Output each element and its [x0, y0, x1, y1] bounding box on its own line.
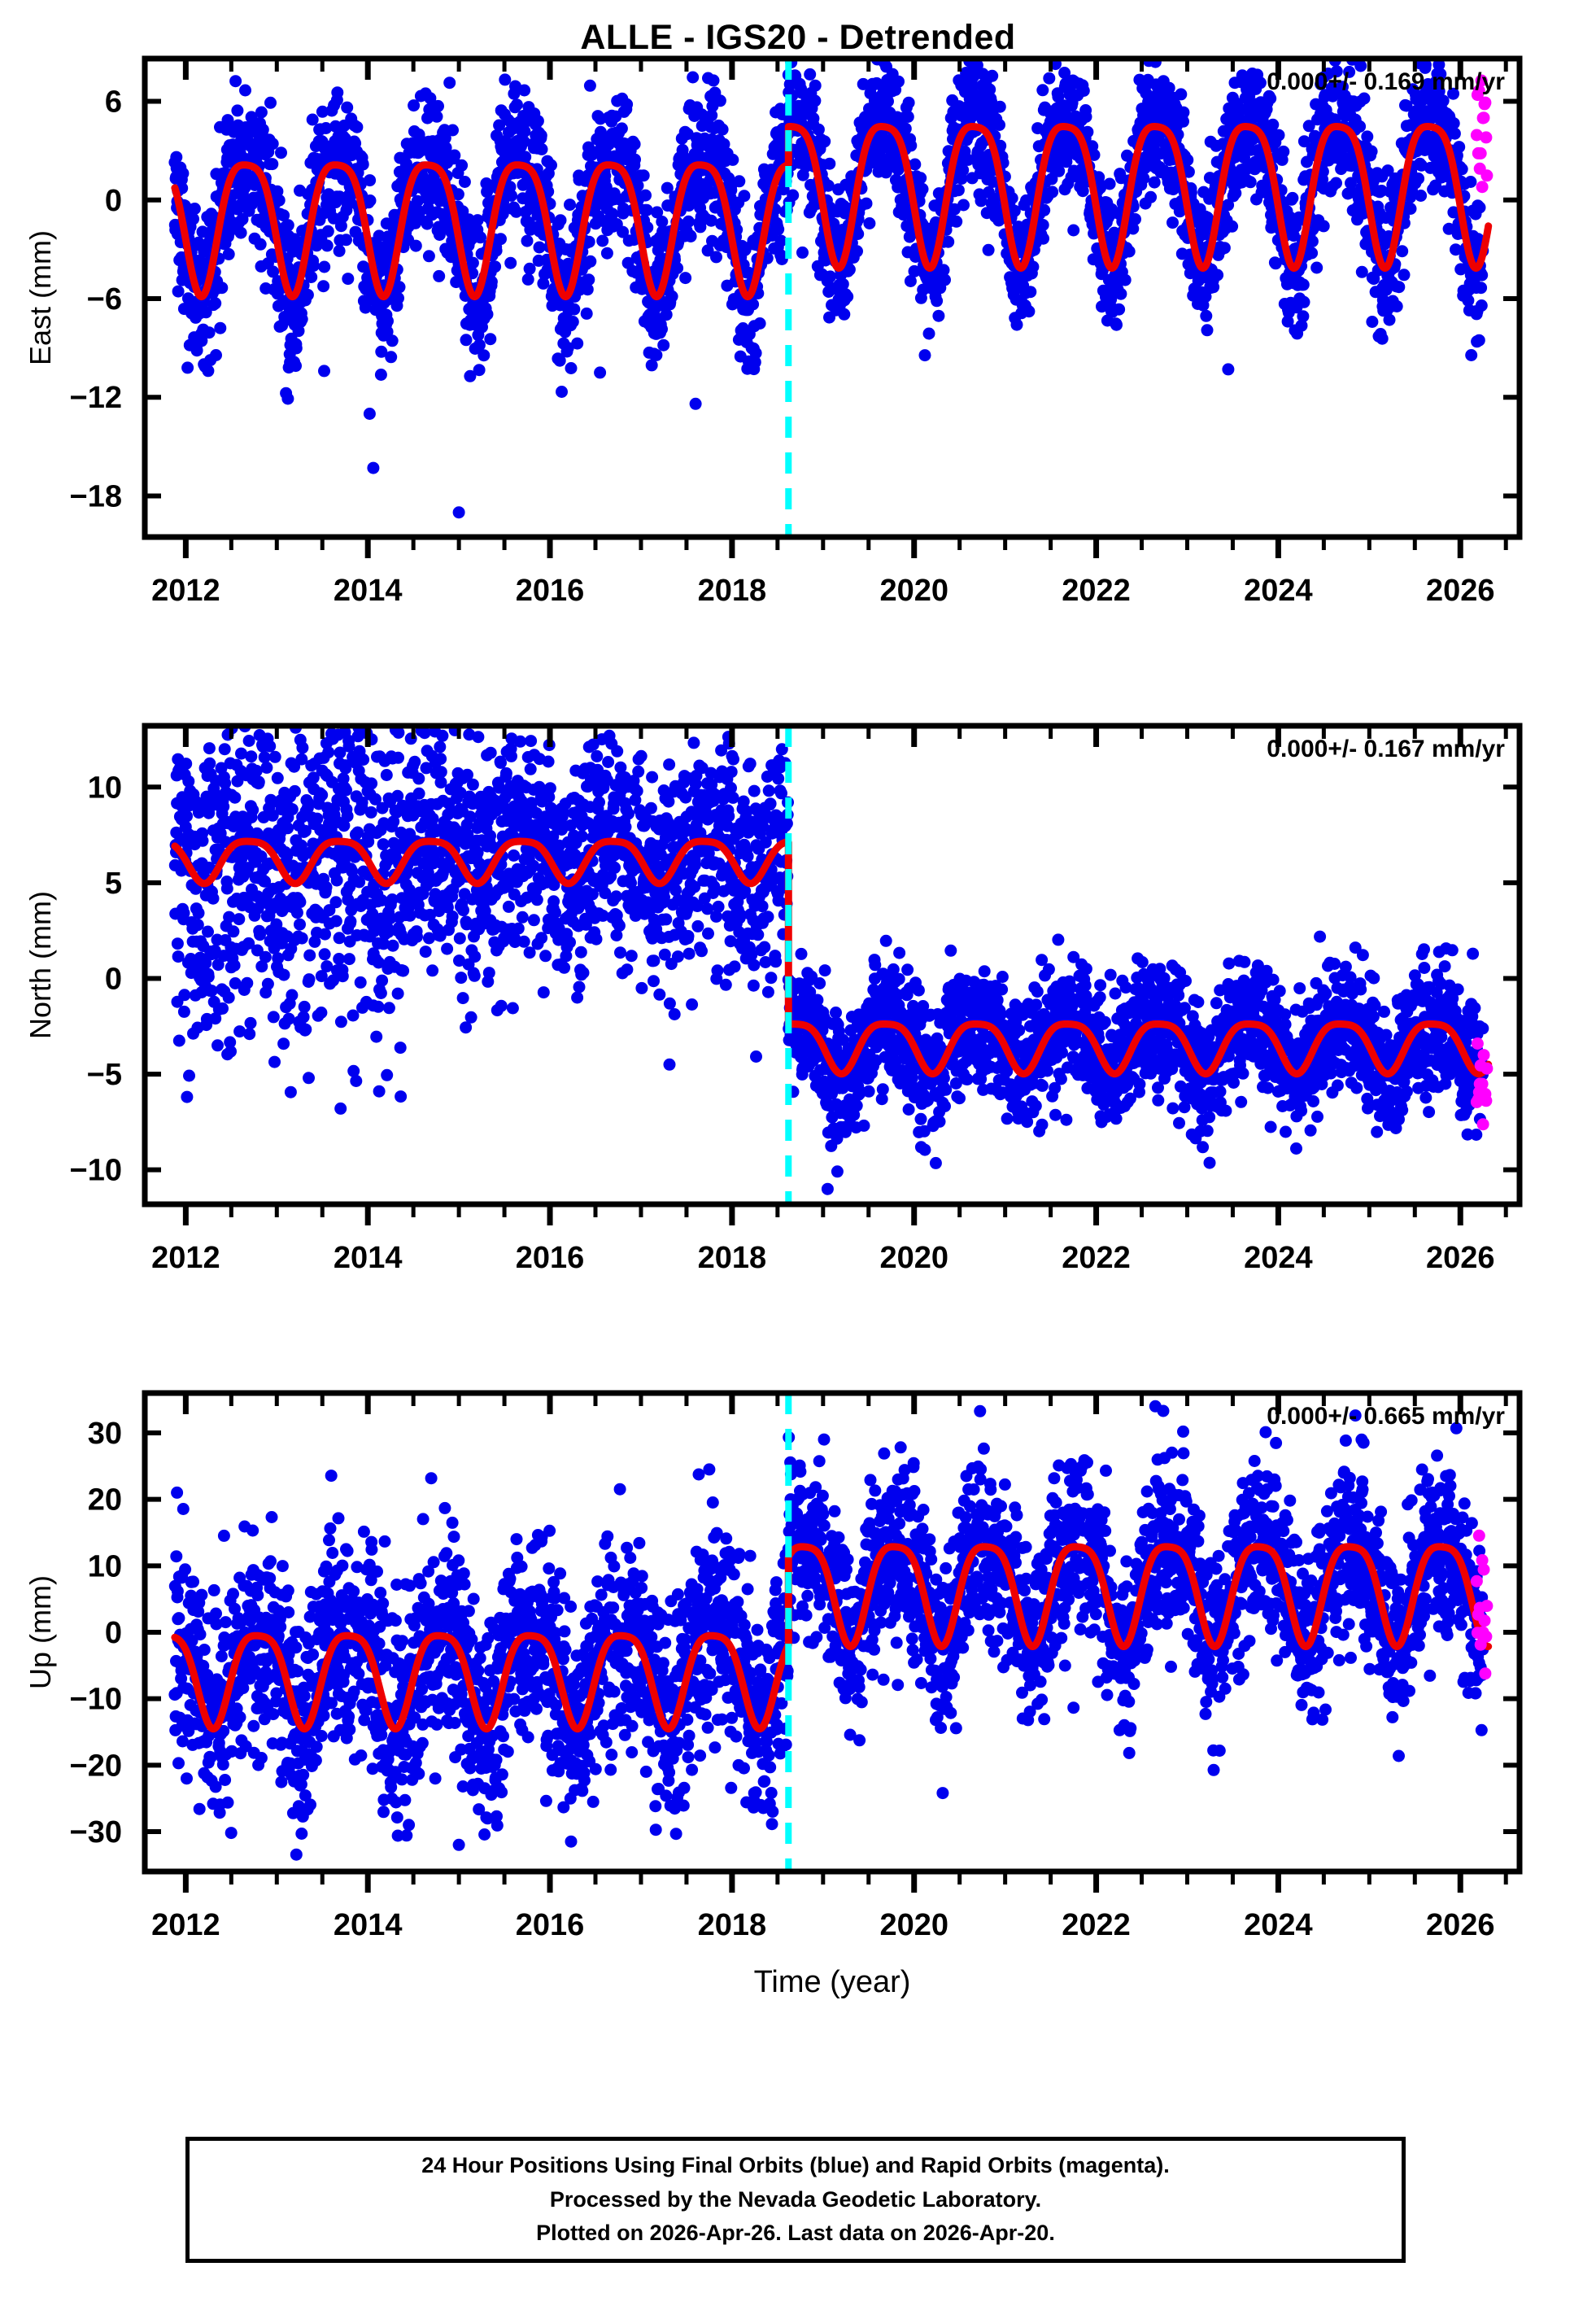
x-tick-label: 2022: [1062, 1908, 1131, 1942]
data-layer-north: [168, 726, 1494, 1195]
plot-frame: [142, 723, 1523, 1208]
x-tick-label: 2024: [1244, 1908, 1313, 1942]
model-curve-post-step: [784, 1543, 1493, 1650]
x-tick-label: 2016: [516, 574, 585, 608]
x-tick-label: 2014: [334, 574, 403, 608]
y-tick-label: 5: [105, 867, 122, 901]
x-tick-label: 2016: [516, 1241, 585, 1275]
y-tick-label: 6: [105, 85, 122, 120]
model-curve-pre-step: [171, 1631, 792, 1733]
y-tick-label: −5: [87, 1058, 122, 1092]
data-layer-east: [168, 59, 1494, 519]
x-tick-label: 2020: [879, 1241, 948, 1275]
y-tick-label: 0: [105, 962, 122, 996]
x-tick-label: 2018: [698, 1908, 767, 1942]
x-tick-label: 2014: [334, 1908, 403, 1942]
page-title: ALLE - IGS20 - Detrended: [580, 18, 1016, 57]
x-axis-title: Time (year): [754, 1965, 911, 1999]
y-tick-label: −18: [70, 479, 122, 513]
x-tick-label: 2026: [1426, 1241, 1495, 1275]
y-tick-label: −12: [70, 381, 122, 415]
caption-line-3: Plotted on 2026-Apr-26. Last data on 202…: [536, 2221, 1055, 2246]
panel-up: 30 20 10 0 −10 −20 −30 2012 2014 2016 2018 2020 2022…: [0, 1383, 1596, 2051]
y-tick-label: 0: [105, 1616, 122, 1650]
y-tick-label: 10: [88, 771, 122, 805]
caption-line-2: Processed by the Nevada Geodetic Laborat…: [549, 2186, 1042, 2212]
rate-annotation-up: 0.000+/- 0.665 mm/yr: [1267, 1403, 1505, 1430]
y-tick-label: −6: [87, 282, 122, 317]
x-tick-label: 2020: [879, 574, 948, 608]
caption-line-1: 24 Hour Positions Using Final Orbits (bl…: [421, 2152, 1170, 2177]
data-layer-up: [168, 1400, 1494, 1861]
panel-east: 6 0 −6 −12 −18 2012 2014 2016 2018 2020 2022 2024 20…: [0, 49, 1596, 667]
model-curve-pre-step: [171, 837, 792, 888]
x-tick-label: 2018: [698, 574, 767, 608]
x-tick-label: 2018: [698, 1241, 767, 1275]
y-tick-label: −20: [70, 1749, 122, 1783]
x-tick-label: 2014: [334, 1241, 403, 1275]
rate-annotation-east: 0.000+/- 0.169 mm/yr: [1267, 68, 1505, 95]
x-tick-label: 2016: [516, 1908, 585, 1942]
y-axis-title-north: North (mm): [24, 891, 57, 1039]
model-curve-post-step: [784, 123, 1493, 272]
y-tick-label: 30: [88, 1417, 122, 1451]
x-tick-label: 2012: [151, 1241, 220, 1275]
x-tick-label: 2022: [1062, 574, 1131, 608]
plot-east: 6 0 −6 −12 −18 2012 2014 2016 2018 2020 2022 2024 20…: [24, 55, 1523, 608]
y-tick-label: 10: [88, 1549, 122, 1583]
y-tick-label: 20: [88, 1483, 122, 1518]
x-tick-label: 2026: [1426, 1908, 1495, 1942]
x-tick-label: 2012: [151, 574, 220, 608]
rate-annotation-north: 0.000+/- 0.167 mm/yr: [1267, 736, 1505, 762]
caption-box: 24 Hour Positions Using Final Orbits (bl…: [185, 2137, 1406, 2263]
x-tick-label: 2020: [879, 1908, 948, 1942]
y-tick-label: −10: [70, 1154, 122, 1188]
y-axis-title-east: East (mm): [24, 230, 57, 365]
x-tick-label: 2026: [1426, 574, 1495, 608]
x-tick-label: 2022: [1062, 1241, 1131, 1275]
x-tick-label: 2012: [151, 1908, 220, 1942]
y-axis-title-up: Up (mm): [24, 1575, 57, 1689]
plot-up: 30 20 10 0 −10 −20 −30 2012 2014 2016 2018 2020 2022…: [24, 1390, 1523, 1999]
x-tick-label: 2024: [1244, 1241, 1313, 1275]
y-tick-label: 0: [105, 184, 122, 218]
plot-north: 10 5 0 −5 −10 2012 2014 2016 2018 2020 2022 2024 202…: [24, 723, 1523, 1275]
y-tick-label: −30: [70, 1815, 122, 1850]
model-curve-pre-step: [171, 161, 792, 301]
model-curve-post-step: [784, 1020, 1493, 1078]
y-tick-label: −10: [70, 1683, 122, 1717]
panel-north: 10 5 0 −5 −10 2012 2014 2016 2018 2020 2022 2024 202…: [0, 716, 1596, 1334]
x-tick-label: 2024: [1244, 574, 1313, 608]
